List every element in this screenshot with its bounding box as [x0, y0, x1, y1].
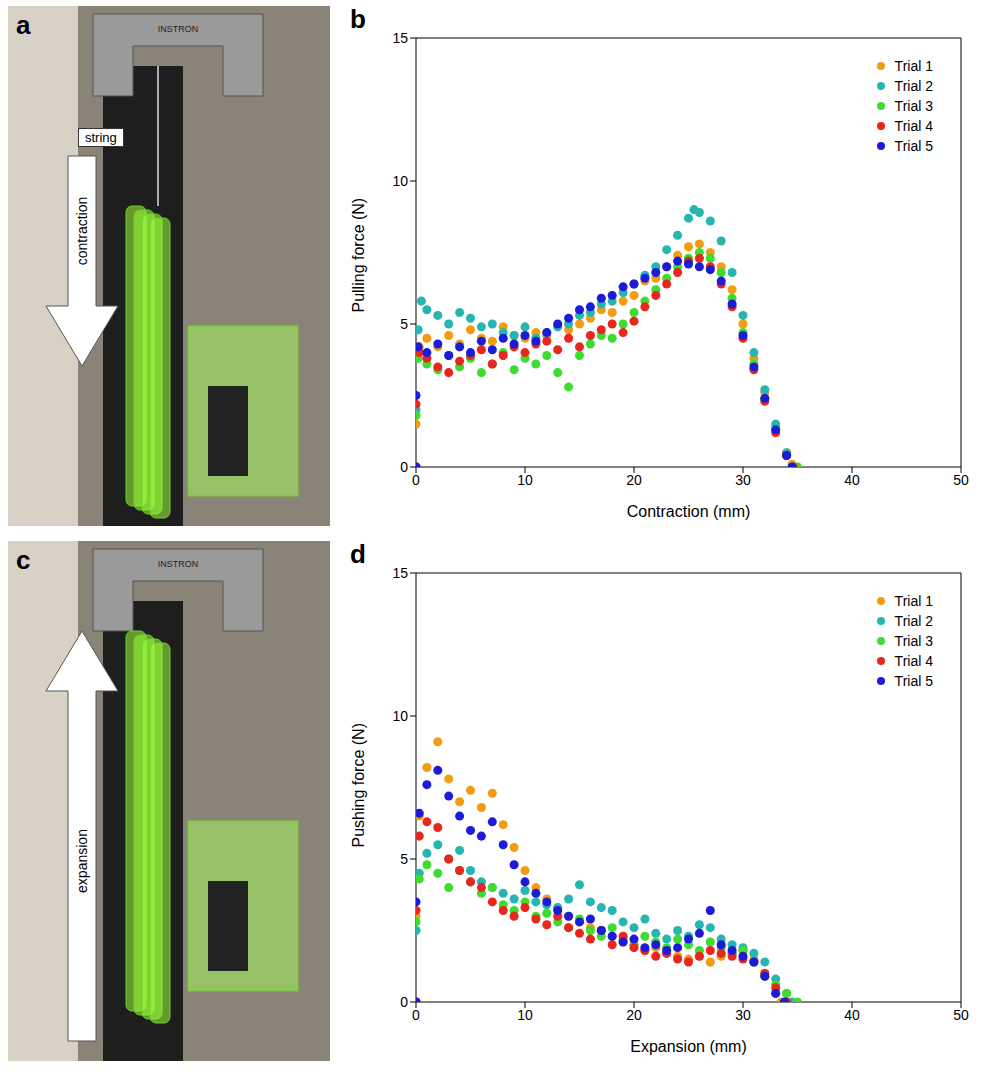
html-text:Trial 4: Trial 4 — [894, 653, 933, 669]
svg-text:50: 50 — [953, 1007, 969, 1023]
html-text:Trial 5: Trial 5 — [894, 673, 933, 689]
svg-text:Contraction (mm): Contraction (mm) — [627, 503, 751, 520]
svg-text:10: 10 — [392, 173, 408, 189]
html-text:Trial 1: Trial 1 — [894, 593, 933, 609]
html-text:Trial 5: Trial 5 — [894, 138, 933, 154]
svg-text:0: 0 — [412, 472, 420, 488]
svg-text:Expansion (mm): Expansion (mm) — [630, 1038, 746, 1055]
svg-text:0: 0 — [400, 994, 408, 1010]
svg-text:15: 15 — [392, 565, 408, 581]
html-text:expansion: expansion — [74, 829, 90, 893]
svg-text:0: 0 — [412, 1007, 420, 1023]
html-text:d: d — [350, 539, 366, 569]
svg-text:30: 30 — [735, 1007, 751, 1023]
svg-text:20: 20 — [626, 1007, 642, 1023]
html-text:Trial 2: Trial 2 — [894, 78, 933, 94]
svg-text:Pushing force (N): Pushing force (N) — [350, 723, 367, 848]
html-text:string: string — [85, 130, 117, 145]
html-text:Trial 3: Trial 3 — [894, 633, 933, 649]
html-text:contraction: contraction — [74, 196, 90, 266]
svg-text:40: 40 — [844, 472, 860, 488]
svg-text:40: 40 — [844, 1007, 860, 1023]
svg-text:5: 5 — [400, 851, 408, 867]
html-text:a: a — [16, 10, 31, 40]
svg-text:0: 0 — [400, 459, 408, 475]
html-text:Trial 2: Trial 2 — [894, 613, 933, 629]
svg-text:INSTRON: INSTRON — [158, 24, 199, 34]
svg-text:15: 15 — [392, 30, 408, 46]
svg-text:30: 30 — [735, 472, 751, 488]
html-text:b: b — [350, 4, 366, 34]
html-text:Trial 3: Trial 3 — [894, 98, 933, 114]
html-text:Trial 1: Trial 1 — [894, 58, 933, 74]
svg-text:INSTRON: INSTRON — [158, 559, 199, 569]
svg-text:50: 50 — [953, 472, 969, 488]
svg-text:5: 5 — [400, 316, 408, 332]
svg-text:20: 20 — [626, 472, 642, 488]
svg-text:10: 10 — [517, 472, 533, 488]
svg-text:10: 10 — [517, 1007, 533, 1023]
svg-text:Pulling force (N): Pulling force (N) — [350, 198, 367, 313]
html-text:c: c — [16, 545, 31, 575]
svg-text:10: 10 — [392, 708, 408, 724]
html-text:Trial 4: Trial 4 — [894, 118, 933, 134]
